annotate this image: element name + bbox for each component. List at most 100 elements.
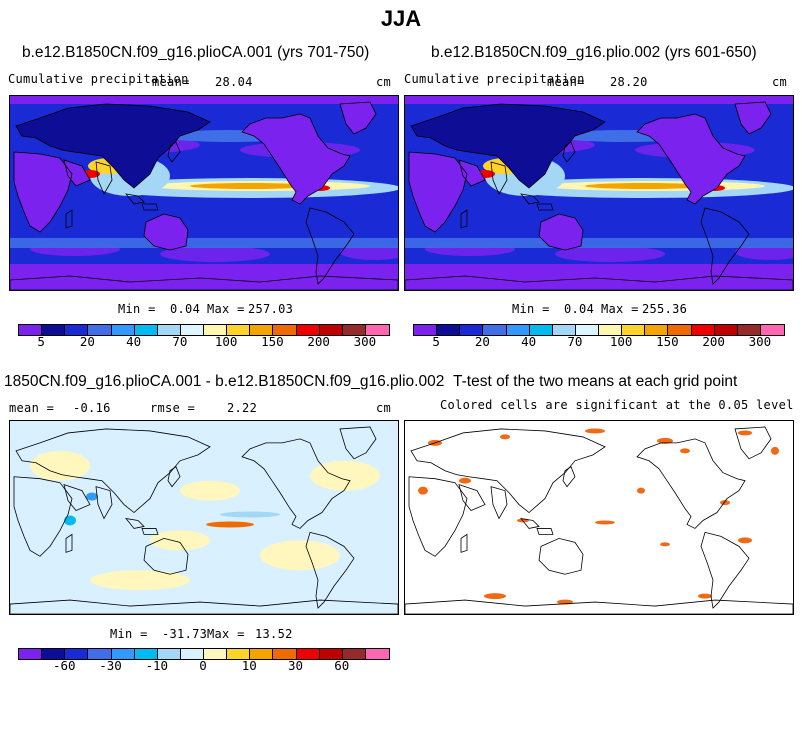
panel2-colorbar-ticks: 5 20 40 70 100 150 200 300 [413,334,783,350]
cbar1-cell [42,325,66,335]
colorbar-tick-label: 40 [126,334,142,349]
cbar3-cell [365,649,389,659]
cbar3-cell [111,649,135,659]
cbar3-cell [88,649,112,659]
cbar1-cell [180,325,204,335]
panel2-colorbar [413,324,785,336]
cbar2-cell [414,325,438,335]
colorbar-tick-label: 70 [172,334,188,349]
colorbar-tick-label: 300 [748,334,772,349]
cbar3-cell [273,649,297,659]
colorbar-tick-label: 5 [37,334,45,349]
cbar3-cell [19,649,43,659]
panel2-min-label: Min = [512,302,550,316]
cbar3-cell [204,649,228,659]
panel3-max-label: Max = [207,627,245,641]
panel1-colorbar-ticks: 5 20 40 70 100 150 200 300 [18,334,388,350]
cbar2-cell [506,325,530,335]
colorbar-tick-label: 20 [474,334,490,349]
colorbar-tick-label: 100 [609,334,633,349]
panel3-rmse-value: 2.22 [227,401,258,415]
cbar2-cell [460,325,484,335]
figure-title: JJA [380,6,422,31]
cbar3-cell [227,649,251,659]
cbar3-cell [250,649,274,659]
cbar2-cell [622,325,646,335]
panel2-subtitle: Cumulative precipitation [404,72,585,86]
colorbar-tick-label: 200 [307,334,330,349]
cbar3-cell [319,649,343,659]
cbar1-cell [204,325,228,335]
panel2-max-value: 255.36 [642,302,688,316]
panel3-title: 1850CN.f09_g16.plioCA.001 - b.e12.B1850C… [4,373,445,390]
cbar1-cell [134,325,158,335]
colorbar-tick-label: 0 [199,658,207,673]
colorbar-tick-label: 300 [353,334,377,349]
panel3-min-label: Min = [110,627,148,641]
panel3-difference-map [9,420,399,615]
panel4-subtitle: Colored cells are significant at the 0.0… [440,398,794,412]
colorbar-tick-label: -10 [145,658,169,673]
cbar1-cell [365,325,389,335]
cbar2-cell [529,325,553,335]
cbar1-cell [111,325,135,335]
panel1-min-value: 0.04 [170,302,201,316]
cbar1-cell [19,325,43,335]
colorbar-tick-label: -30 [99,658,122,673]
colorbar-tick-label: 200 [702,334,725,349]
panel2-title: b.e12.B1850CN.f09_g16.plio.002 (yrs 601-… [431,44,757,61]
cbar3-cell [180,649,204,659]
colorbar-tick-label: 100 [214,334,238,349]
panel1-precip-map [9,95,399,291]
panel1-title: b.e12.B1850CN.f09_g16.plioCA.001 (yrs 70… [22,44,370,61]
cbar2-cell [483,325,507,335]
cbar2-cell [714,325,738,335]
cbar3-cell [296,649,320,659]
panel1-mean-label: mean= [152,75,190,89]
panel1-subtitle: Cumulative precipitation [8,72,189,86]
colorbar-tick-label: 60 [334,658,350,673]
cbar3-cell [342,649,366,659]
panel1-max-label: Max = [207,302,245,316]
colorbar-tick-label: 20 [79,334,95,349]
cbar2-cell [691,325,715,335]
panel4-significance-map [404,420,794,615]
cbar2-cell [437,325,461,335]
colorbar-tick-label: 70 [567,334,583,349]
panel3-mean-value: -0.16 [73,401,111,415]
colorbar-tick-label: 150 [261,334,284,349]
panel3-units: cm [376,401,392,415]
cbar1-cell [227,325,251,335]
cbar2-cell [760,325,784,335]
colorbar-tick-label: 150 [656,334,679,349]
cbar2-cell [575,325,599,335]
cbar1-cell [65,325,89,335]
cbar2-cell [668,325,692,335]
panel1-min-label: Min = [118,302,156,316]
cbar3-cell [157,649,181,659]
cbar2-cell [552,325,576,335]
cbar1-cell [319,325,343,335]
panel1-mean-value: 28.04 [215,75,253,89]
cbar1-cell [250,325,274,335]
colorbar-tick-label: 5 [432,334,440,349]
cbar1-cell [273,325,297,335]
colorbar-tick-label: 10 [241,658,257,673]
panel2-precip-map [404,95,794,291]
cbar3-cell [42,649,66,659]
cbar3-cell [65,649,89,659]
cbar1-cell [88,325,112,335]
panel1-colorbar [18,324,390,336]
panel1-max-value: 257.03 [248,302,294,316]
panel3-rmse-label: rmse = [150,401,196,415]
panel2-units: cm [772,75,788,89]
panel3-min-value: -31.73 [162,627,208,641]
cbar1-cell [157,325,181,335]
colorbar-tick-label: 40 [521,334,537,349]
colorbar-tick-label: 30 [287,658,304,673]
cbar1-cell [296,325,320,335]
panel1-units: cm [376,75,392,89]
panel2-min-value: 0.04 [564,302,595,316]
cbar3-cell [134,649,158,659]
panel4-title: T-test of the two means at each grid poi… [453,373,738,390]
